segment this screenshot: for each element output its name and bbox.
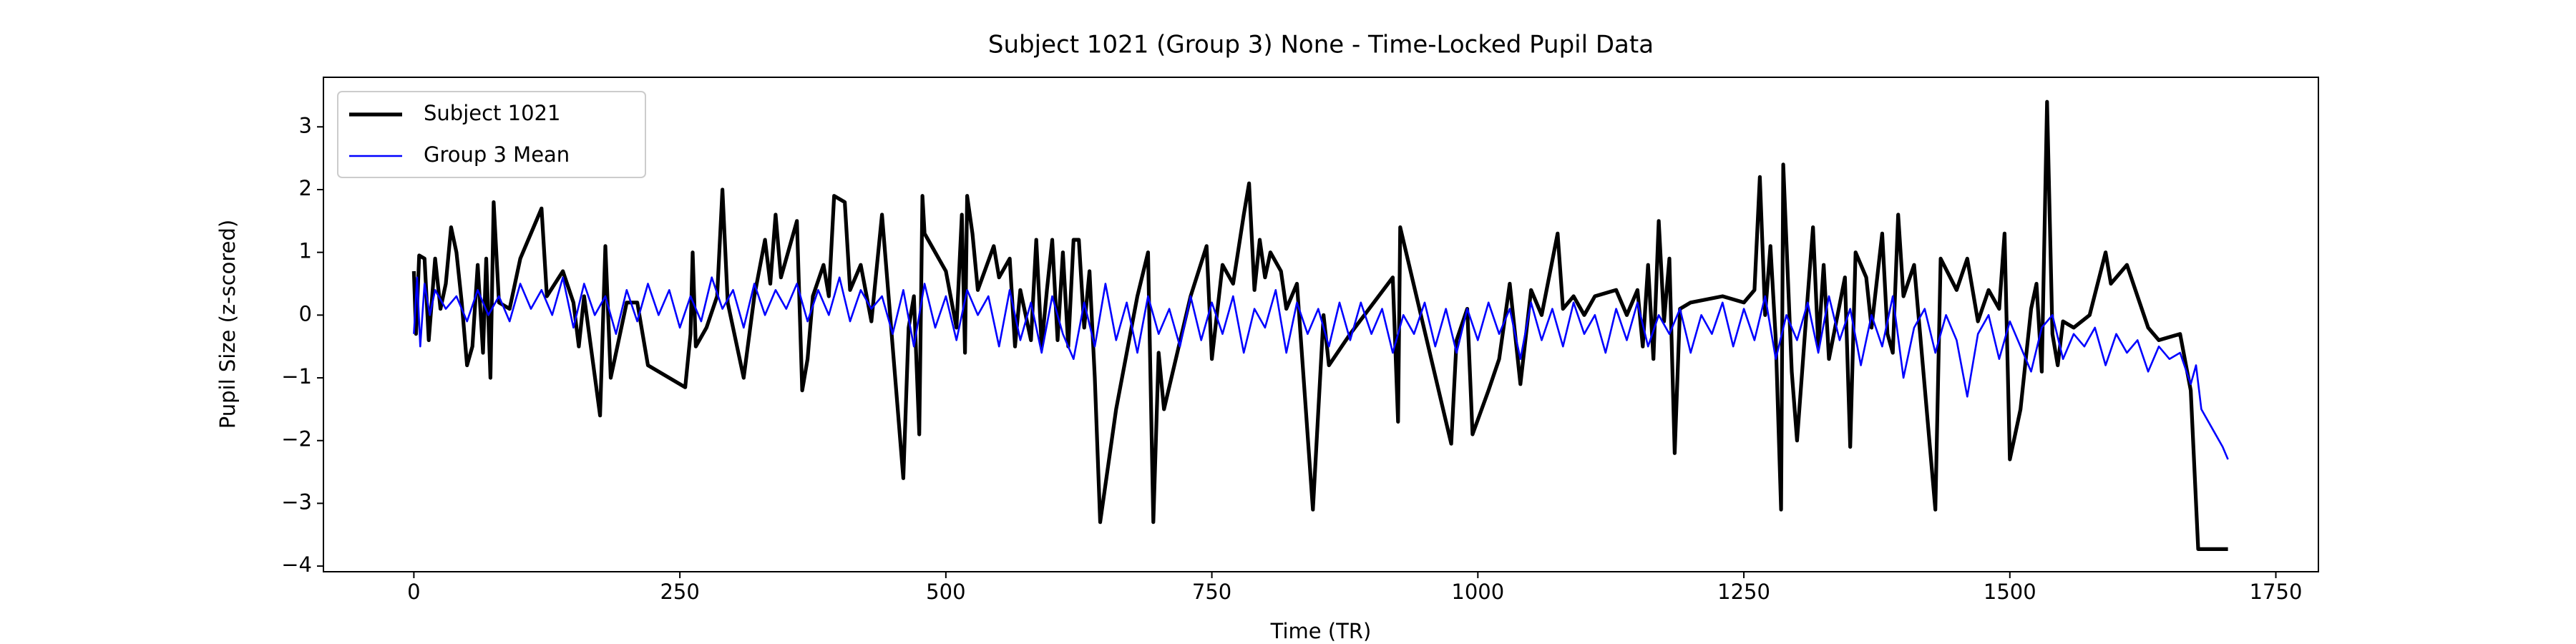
axes-frame (323, 77, 2319, 572)
y-tick-label: 0 (299, 301, 312, 326)
legend-box (337, 91, 646, 178)
y-tick-label: −1 (281, 364, 312, 389)
y-tick-label: −4 (281, 552, 312, 577)
x-tick-label: 1750 (2250, 580, 2303, 604)
y-tick-label: 2 (299, 176, 312, 200)
y-tick-label: 3 (299, 113, 312, 137)
x-tick-label: 250 (660, 580, 699, 604)
x-tick-label: 1000 (1451, 580, 1504, 604)
y-tick-label: 1 (299, 239, 312, 263)
legend-label: Subject 1021 (424, 101, 560, 125)
chart-title: Subject 1021 (Group 3) None - Time-Locke… (988, 31, 1654, 59)
y-tick-label: −3 (281, 489, 312, 514)
x-tick-label: 750 (1192, 580, 1231, 604)
series-line (411, 99, 2228, 551)
legend-label: Group 3 Mean (424, 142, 570, 167)
x-tick-label: 0 (407, 580, 420, 604)
x-axis-label: Time (TR) (1270, 619, 1372, 643)
y-tick-label: −2 (281, 427, 312, 452)
y-axis-label: Pupil Size (z-scored) (215, 220, 240, 429)
x-tick-label: 1500 (1984, 580, 2036, 604)
x-tick-label: 500 (926, 580, 965, 604)
series-line (413, 276, 2229, 460)
x-tick-label: 1250 (1717, 580, 1770, 604)
